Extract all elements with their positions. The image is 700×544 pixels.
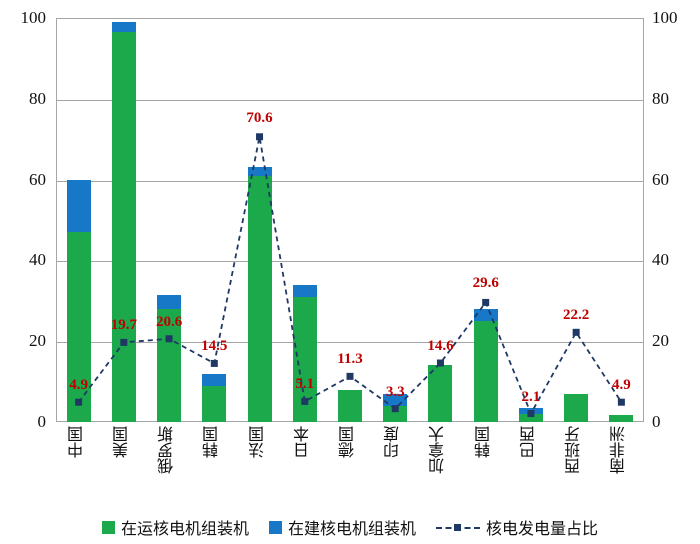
data-value-label: 22.2: [563, 307, 590, 324]
bar-segment-operating: [609, 414, 634, 422]
bar-group: [609, 18, 634, 422]
right-axis-tick: 20: [652, 331, 669, 351]
chart-legend: 在运核电机组装机 在建核电机组装机 核电发电量占比: [0, 512, 700, 542]
legend-label: 在运核电机组装机: [120, 521, 249, 538]
bar-segment-operating: [518, 413, 543, 422]
x-axis-label: 中国: [68, 426, 86, 458]
data-value-label: 3.3: [385, 383, 405, 400]
bar-segment-under-construction: [473, 308, 498, 321]
legend-item[interactable]: 核电发电量占比: [436, 515, 598, 539]
legend-item[interactable]: 在运核电机组装机: [101, 515, 249, 539]
data-value-label: 4.9: [612, 377, 631, 394]
blue-swatch-icon: [268, 520, 282, 534]
right-axis-tick: 100: [652, 8, 678, 27]
bar-segment-operating: [564, 393, 589, 422]
bar-segment-under-construction: [518, 407, 543, 414]
data-value-label: 70.6: [246, 109, 273, 126]
right-axis-tick: 60: [652, 169, 669, 189]
data-value-label: 20.6: [155, 313, 183, 330]
x-axis-label: 南非洲: [611, 426, 629, 474]
legend-label: 在建核电机组装机: [287, 521, 416, 538]
bar-segment-operating: [292, 296, 317, 422]
data-value-label: 19.7: [110, 317, 137, 334]
x-axis-label: 日本: [294, 426, 312, 458]
left-axis-tick: 80: [29, 88, 46, 108]
bar-segment-under-construction: [157, 294, 182, 309]
bar-group: [428, 18, 453, 422]
left-axis-tick: 100: [20, 8, 47, 27]
bar-segment-under-construction: [292, 284, 317, 297]
left-axis-tick: 20: [29, 331, 46, 351]
green-swatch-icon: [101, 520, 115, 534]
bar-group: [202, 18, 227, 422]
x-axis-label: 德国: [340, 426, 357, 458]
bar-group: [518, 18, 543, 422]
x-axis-categories: 中国 美国 俄罗斯 韩国 法国 日本 德国 印度 加拿大 韩国 巴西 西班牙 南非洲: [56, 426, 644, 510]
bar-group: [66, 18, 91, 422]
bar-group: [564, 18, 589, 422]
data-value-label: 4.9: [69, 377, 88, 394]
bar-segment-operating: [66, 232, 91, 422]
bar-segment-under-construction: [202, 373, 227, 386]
right-axis-tick: 40: [652, 250, 669, 270]
data-value-label: 29.6: [472, 275, 499, 292]
bar-segment-operating: [111, 32, 136, 422]
bar-group: [157, 18, 182, 422]
left-axis-tick: 0: [37, 412, 47, 431]
bar-segment-under-construction: [111, 22, 136, 33]
x-axis-label: 印度: [385, 426, 403, 458]
x-axis-label: 巴西: [520, 426, 538, 458]
data-value-label: 14.5: [201, 338, 228, 355]
gridline: [57, 99, 643, 101]
bar-segment-operating: [473, 321, 498, 422]
data-value-label: 2.1: [521, 388, 541, 405]
data-value-label: 11.3: [337, 351, 363, 368]
legend-item[interactable]: 在建核电机组装机: [268, 515, 416, 539]
x-axis-label: 加拿大: [430, 426, 448, 474]
bar-group: [383, 18, 408, 422]
bar-group: [473, 18, 498, 422]
legend-label: 核电发电量占比: [486, 521, 599, 538]
right-axis-tick: 80: [652, 88, 669, 108]
bar-group: [111, 18, 136, 422]
x-axis-label: 美国: [113, 426, 131, 458]
bar-segment-under-construction: [247, 167, 272, 176]
left-axis-tick: 40: [29, 250, 46, 270]
bar-group: [247, 18, 272, 422]
right-axis-tick: 0: [652, 412, 661, 431]
bar-segment-under-construction: [66, 179, 91, 233]
left-axis-tick: 60: [29, 169, 46, 189]
x-axis-label: 俄罗斯: [159, 426, 177, 474]
x-axis-label: 西班牙: [566, 426, 584, 474]
bar-segment-operating: [338, 389, 362, 422]
bar-segment-operating: [247, 175, 272, 422]
data-value-label: 5.1: [295, 376, 315, 393]
x-axis-label: 韩国: [204, 426, 222, 458]
x-axis-label: 法国: [249, 426, 267, 458]
bar-group: [292, 18, 317, 422]
data-value-label: 14.6: [427, 338, 454, 355]
dashed-line-icon: [436, 521, 480, 534]
x-axis-label: 韩国: [475, 426, 493, 458]
bar-segment-operating: [202, 385, 227, 422]
bar-segment-operating: [383, 405, 408, 422]
bar-segment-operating: [428, 365, 453, 422]
